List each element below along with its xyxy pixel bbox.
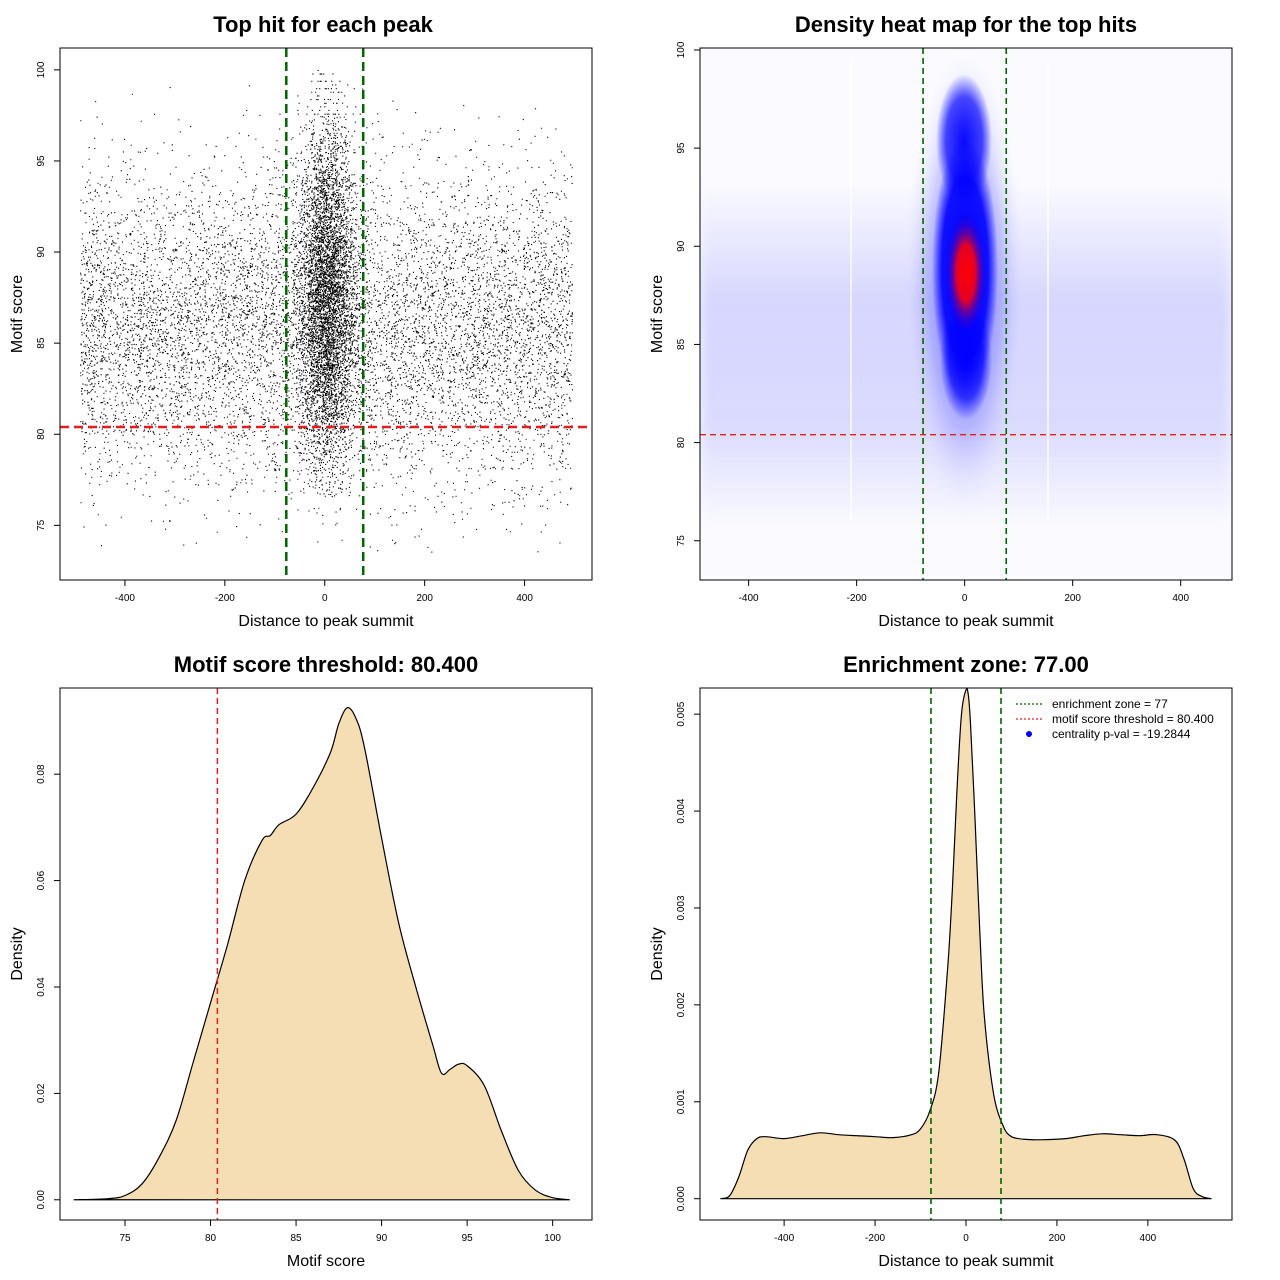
scatter-x-tick-label: 200 <box>416 593 433 604</box>
scatter-x-tick-label: 400 <box>516 593 533 604</box>
scatter-y-tick-label: 85 <box>36 337 47 349</box>
score-density-title: Motif score threshold: 80.400 <box>174 652 478 677</box>
heatmap-y-tick-label: 75 <box>676 535 687 547</box>
heatmap-x-tick-label: -200 <box>847 593 867 604</box>
heatmap-x-tick-label: -400 <box>739 593 759 604</box>
distance-density-y-tick-label: 0.004 <box>676 798 687 823</box>
heatmap-x-tick-label: 0 <box>962 593 968 604</box>
heatmap-y-tick-label: 100 <box>676 41 687 58</box>
distance-density-x-tick-label: 400 <box>1140 1233 1157 1244</box>
distance-density-x-axis-label: Distance to peak summit <box>878 1253 1054 1270</box>
score-density-y-tick-label: 0.00 <box>36 1190 47 1210</box>
heatmap-density-field <box>700 48 1232 580</box>
scatter-x-tick-label: -400 <box>115 593 135 604</box>
distance-density-axes: -400 -200 0 200 400 0.000 0.001 0.002 0.003 0.004… <box>676 701 1157 1244</box>
score-density-y-tick-label: 0.06 <box>36 870 47 890</box>
distance-density-title: Enrichment zone: 77.00 <box>843 652 1089 677</box>
score-density-y-axis-label: Density <box>9 927 26 980</box>
legend-enrichment-zone-label: enrichment zone = 77 <box>1052 697 1168 711</box>
scatter-y-tick-label: 95 <box>36 155 47 167</box>
score-density-y-tick-label: 0.08 <box>36 764 47 784</box>
heatmap-y-tick-label: 80 <box>676 437 687 449</box>
heatmap-panel: Density heat map for the top hits -400 -2… <box>649 12 1233 630</box>
heatmap-y-tick-label: 85 <box>676 338 687 350</box>
heatmap-hotspot <box>945 211 987 335</box>
scatter-panel: Top hit for each peak -400 -200 0 200 400 75 8… <box>9 12 593 630</box>
heatmap-y-tick-label: 95 <box>676 142 687 154</box>
score-density-axes: 75 80 85 90 95 100 0.00 0.02 0.04 0.06 0.08 <box>36 764 561 1244</box>
legend-threshold-label: motif score threshold = 80.400 <box>1052 712 1214 726</box>
scatter-y-tick-label: 100 <box>36 61 47 78</box>
distance-density-y-tick-label: 0.002 <box>676 992 687 1017</box>
distance-density-x-tick-label: -200 <box>865 1233 885 1244</box>
score-density-x-tick-label: 95 <box>462 1233 474 1244</box>
scatter-y-tick-label: 80 <box>36 428 47 440</box>
distance-density-panel: Enrichment zone: 77.00 -400 -200 0 200 400 0.… <box>649 652 1233 1270</box>
distance-density-area <box>720 687 1212 1200</box>
heatmap-title: Density heat map for the top hits <box>795 12 1137 37</box>
heatmap-x-tick-label: 400 <box>1172 593 1189 604</box>
scatter-reference-lines <box>60 48 592 580</box>
distance-density-legend: enrichment zone = 77 motif score thresho… <box>1016 697 1214 741</box>
heatmap-y-tick-label: 90 <box>676 240 687 252</box>
score-density-x-axis-label: Motif score <box>287 1253 365 1270</box>
legend-centrality-label: centrality p-val = -19.2844 <box>1052 727 1191 741</box>
heatmap-x-tick-label: 200 <box>1064 593 1081 604</box>
distance-density-y-tick-label: 0.003 <box>676 895 687 920</box>
distance-density-y-tick-label: 0.001 <box>676 1089 687 1114</box>
score-density-x-tick-label: 80 <box>205 1233 217 1244</box>
score-density-area <box>73 707 570 1201</box>
scatter-points <box>80 69 573 553</box>
distance-zone-lines <box>930 688 1002 1220</box>
distance-density-x-tick-label: 0 <box>963 1233 969 1244</box>
heatmap-y-axis-label: Motif score <box>649 275 666 353</box>
scatter-y-tick-label: 75 <box>36 519 47 531</box>
heatmap-reference-lines <box>700 48 1232 580</box>
heatmap-x-axis-label: Distance to peak summit <box>878 613 1054 630</box>
heatmap-lower-lobe <box>940 300 992 420</box>
distance-density-y-axis-label: Density <box>649 927 666 980</box>
scatter-point-cloud <box>80 69 573 553</box>
scatter-axes: -400 -200 0 200 400 75 80 85 90 95 100 <box>36 61 533 604</box>
heatmap-upper-lobe <box>936 74 992 206</box>
scatter-y-axis-label: Motif score <box>9 275 26 353</box>
score-density-x-tick-label: 90 <box>376 1233 388 1244</box>
score-density-y-tick-label: 0.02 <box>36 1083 47 1103</box>
scatter-y-tick-label: 90 <box>36 246 47 258</box>
scatter-x-tick-label: -200 <box>215 593 235 604</box>
distance-density-y-tick-label: 0.005 <box>676 701 687 726</box>
score-density-x-tick-label: 75 <box>119 1233 131 1244</box>
scatter-title: Top hit for each peak <box>213 12 433 37</box>
scatter-x-axis-label: Distance to peak summit <box>238 613 414 630</box>
score-density-y-tick-label: 0.04 <box>36 977 47 997</box>
distance-density-x-tick-label: -400 <box>774 1233 794 1244</box>
distance-density-x-tick-label: 200 <box>1049 1233 1066 1244</box>
distance-density-y-tick-label: 0.000 <box>676 1186 687 1211</box>
score-density-x-tick-label: 100 <box>544 1233 561 1244</box>
score-density-panel: Motif score threshold: 80.400 75 80 85 90 95… <box>9 652 593 1270</box>
scatter-x-tick-label: 0 <box>322 593 328 604</box>
score-density-x-tick-label: 85 <box>291 1233 303 1244</box>
legend-centrality-point <box>1026 731 1032 737</box>
heatmap-axes: -400 -200 0 200 400 75 80 85 90 95 100 <box>676 41 1189 604</box>
